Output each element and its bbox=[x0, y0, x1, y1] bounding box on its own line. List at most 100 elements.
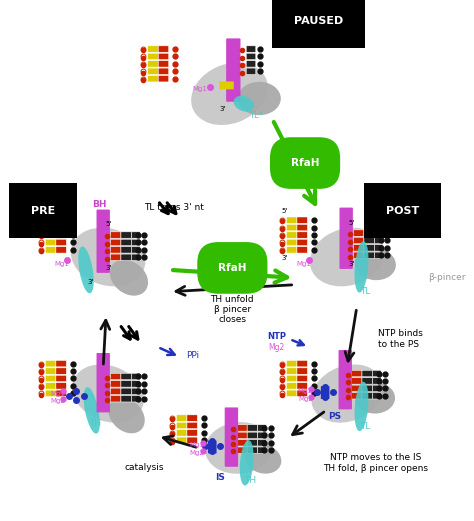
FancyBboxPatch shape bbox=[187, 437, 198, 443]
Text: NTP binds
to the PS: NTP binds to the PS bbox=[378, 329, 423, 349]
FancyBboxPatch shape bbox=[148, 46, 158, 52]
FancyBboxPatch shape bbox=[46, 217, 56, 224]
Ellipse shape bbox=[83, 387, 100, 433]
FancyBboxPatch shape bbox=[56, 246, 66, 253]
FancyBboxPatch shape bbox=[131, 395, 140, 402]
FancyBboxPatch shape bbox=[121, 381, 131, 387]
Text: NTP moves to the IS
TH fold, β pincer opens: NTP moves to the IS TH fold, β pincer op… bbox=[323, 453, 428, 473]
FancyBboxPatch shape bbox=[362, 385, 373, 392]
Text: IS: IS bbox=[215, 473, 225, 482]
FancyBboxPatch shape bbox=[46, 390, 56, 396]
FancyBboxPatch shape bbox=[131, 239, 140, 246]
FancyBboxPatch shape bbox=[286, 383, 297, 389]
Text: BH: BH bbox=[92, 200, 107, 209]
FancyBboxPatch shape bbox=[46, 361, 56, 367]
FancyBboxPatch shape bbox=[247, 447, 258, 453]
FancyBboxPatch shape bbox=[373, 378, 381, 384]
FancyBboxPatch shape bbox=[187, 430, 198, 436]
Text: 3': 3' bbox=[88, 279, 94, 285]
FancyBboxPatch shape bbox=[237, 447, 247, 453]
FancyBboxPatch shape bbox=[258, 425, 266, 431]
FancyBboxPatch shape bbox=[297, 383, 308, 389]
Text: Mg1: Mg1 bbox=[192, 86, 208, 92]
FancyBboxPatch shape bbox=[56, 217, 66, 224]
FancyBboxPatch shape bbox=[373, 370, 381, 377]
FancyBboxPatch shape bbox=[110, 239, 121, 246]
FancyBboxPatch shape bbox=[187, 422, 198, 429]
FancyBboxPatch shape bbox=[364, 230, 374, 236]
FancyBboxPatch shape bbox=[246, 46, 256, 52]
Text: PPi: PPi bbox=[186, 352, 200, 361]
FancyBboxPatch shape bbox=[56, 368, 66, 374]
FancyBboxPatch shape bbox=[297, 361, 308, 367]
FancyBboxPatch shape bbox=[46, 368, 56, 374]
FancyBboxPatch shape bbox=[374, 237, 383, 244]
FancyBboxPatch shape bbox=[286, 375, 297, 382]
FancyBboxPatch shape bbox=[286, 232, 297, 238]
Ellipse shape bbox=[355, 241, 368, 293]
Text: 3': 3' bbox=[349, 261, 355, 267]
Text: PAUSED: PAUSED bbox=[294, 16, 343, 26]
FancyBboxPatch shape bbox=[110, 373, 121, 380]
FancyBboxPatch shape bbox=[56, 390, 66, 396]
FancyBboxPatch shape bbox=[56, 225, 66, 231]
FancyBboxPatch shape bbox=[297, 390, 308, 396]
FancyBboxPatch shape bbox=[56, 239, 66, 246]
Text: 3': 3' bbox=[219, 106, 226, 111]
FancyBboxPatch shape bbox=[56, 375, 66, 382]
FancyBboxPatch shape bbox=[286, 217, 297, 224]
FancyBboxPatch shape bbox=[226, 39, 240, 102]
FancyBboxPatch shape bbox=[364, 245, 374, 251]
FancyBboxPatch shape bbox=[176, 415, 187, 421]
FancyBboxPatch shape bbox=[131, 232, 140, 238]
FancyBboxPatch shape bbox=[321, 386, 329, 399]
FancyBboxPatch shape bbox=[286, 361, 297, 367]
FancyBboxPatch shape bbox=[297, 368, 308, 374]
Ellipse shape bbox=[355, 248, 396, 280]
FancyBboxPatch shape bbox=[158, 76, 169, 82]
Ellipse shape bbox=[355, 382, 368, 431]
FancyBboxPatch shape bbox=[351, 378, 362, 384]
Ellipse shape bbox=[355, 382, 395, 414]
FancyBboxPatch shape bbox=[158, 68, 169, 75]
FancyBboxPatch shape bbox=[374, 245, 383, 251]
FancyBboxPatch shape bbox=[374, 252, 383, 258]
FancyBboxPatch shape bbox=[121, 395, 131, 402]
FancyBboxPatch shape bbox=[46, 225, 56, 231]
FancyBboxPatch shape bbox=[286, 390, 297, 396]
FancyBboxPatch shape bbox=[208, 441, 217, 453]
Text: TL*: TL* bbox=[249, 111, 263, 120]
FancyBboxPatch shape bbox=[97, 209, 110, 273]
FancyBboxPatch shape bbox=[131, 373, 140, 380]
FancyBboxPatch shape bbox=[286, 239, 297, 246]
Text: 3': 3' bbox=[282, 255, 288, 261]
FancyBboxPatch shape bbox=[121, 232, 131, 238]
Ellipse shape bbox=[72, 365, 144, 423]
Text: TL traps 3' nt: TL traps 3' nt bbox=[145, 203, 204, 212]
Text: TH: TH bbox=[245, 476, 256, 485]
FancyBboxPatch shape bbox=[121, 246, 131, 253]
Text: 5': 5' bbox=[41, 212, 47, 217]
FancyBboxPatch shape bbox=[46, 239, 56, 246]
Text: Mg1: Mg1 bbox=[190, 442, 205, 448]
FancyBboxPatch shape bbox=[297, 246, 308, 253]
Ellipse shape bbox=[191, 63, 268, 125]
FancyBboxPatch shape bbox=[353, 252, 364, 258]
Text: Mg1: Mg1 bbox=[50, 391, 65, 396]
FancyBboxPatch shape bbox=[110, 395, 121, 402]
Ellipse shape bbox=[78, 246, 94, 293]
Text: β-pincer: β-pincer bbox=[428, 274, 466, 282]
FancyBboxPatch shape bbox=[56, 361, 66, 367]
FancyBboxPatch shape bbox=[219, 81, 234, 89]
FancyBboxPatch shape bbox=[353, 230, 364, 236]
FancyBboxPatch shape bbox=[148, 53, 158, 60]
FancyBboxPatch shape bbox=[131, 246, 140, 253]
Text: TL: TL bbox=[360, 287, 371, 296]
FancyBboxPatch shape bbox=[187, 415, 198, 421]
FancyBboxPatch shape bbox=[121, 239, 131, 246]
FancyBboxPatch shape bbox=[246, 68, 256, 75]
FancyBboxPatch shape bbox=[246, 60, 256, 67]
Ellipse shape bbox=[311, 365, 383, 423]
Ellipse shape bbox=[238, 82, 281, 115]
FancyBboxPatch shape bbox=[176, 430, 187, 436]
